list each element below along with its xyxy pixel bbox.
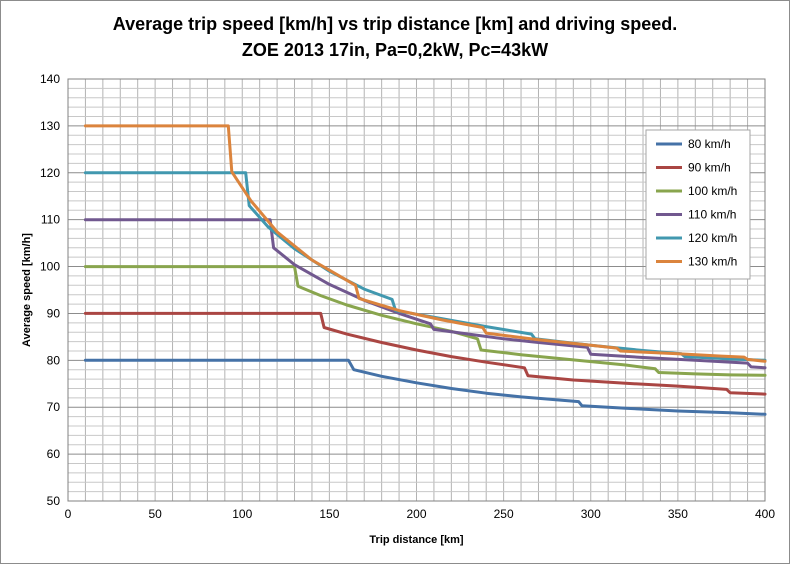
tick-labels: 0 50 100 150 200 250 300 350 400 50 60 70 80 90 100 110… <box>40 72 775 521</box>
y-tick-label: 60 <box>47 447 61 461</box>
y-tick-label: 130 <box>40 119 60 133</box>
series-group <box>83 124 767 416</box>
y-tick-label: 50 <box>47 494 61 508</box>
series-line-1 <box>83 358 767 416</box>
y-tick-label: 80 <box>47 353 61 367</box>
legend-label: 120 km/h <box>688 231 737 245</box>
x-tick-label: 200 <box>406 507 426 521</box>
chart-subtitle: ZOE 2013 17in, Pa=0,2kW, Pc=43kW <box>242 40 548 60</box>
x-tick-label: 400 <box>755 507 775 521</box>
y-tick-label: 70 <box>47 400 61 414</box>
chart-title: Average trip speed [km/h] vs trip distan… <box>113 14 677 34</box>
x-tick-label: 0 <box>65 507 72 521</box>
x-tick-label: 50 <box>148 507 162 521</box>
legend-label: 80 km/h <box>688 137 731 151</box>
legend-label: 90 km/h <box>688 161 731 175</box>
legend-label: 110 km/h <box>688 208 736 222</box>
series-line-2 <box>83 311 767 396</box>
x-tick-label: 150 <box>319 507 339 521</box>
legend: 80 km/h 90 km/h 100 km/h 110 km/h 120 km/h 13… <box>645 129 751 280</box>
legend-label: 130 km/h <box>688 255 737 269</box>
y-tick-label: 140 <box>40 72 60 86</box>
y-tick-label: 100 <box>40 260 60 274</box>
legend-box <box>645 129 751 280</box>
x-tick-label: 250 <box>494 507 514 521</box>
y-tick-label: 90 <box>47 306 61 320</box>
plot-area <box>67 78 766 502</box>
y-tick-label: 120 <box>40 166 60 180</box>
x-axis-title: Trip distance [km] <box>369 534 463 546</box>
series-line-6 <box>83 124 767 363</box>
x-tick-label: 100 <box>232 507 252 521</box>
legend-label: 100 km/h <box>688 184 737 198</box>
series-line-4 <box>83 218 767 370</box>
x-tick-label: 300 <box>581 507 601 521</box>
x-tick-label: 350 <box>668 507 688 521</box>
series-line-3 <box>83 265 767 377</box>
y-axis-title: Average speed [km/h] <box>21 233 33 347</box>
y-tick-label: 110 <box>41 213 60 227</box>
